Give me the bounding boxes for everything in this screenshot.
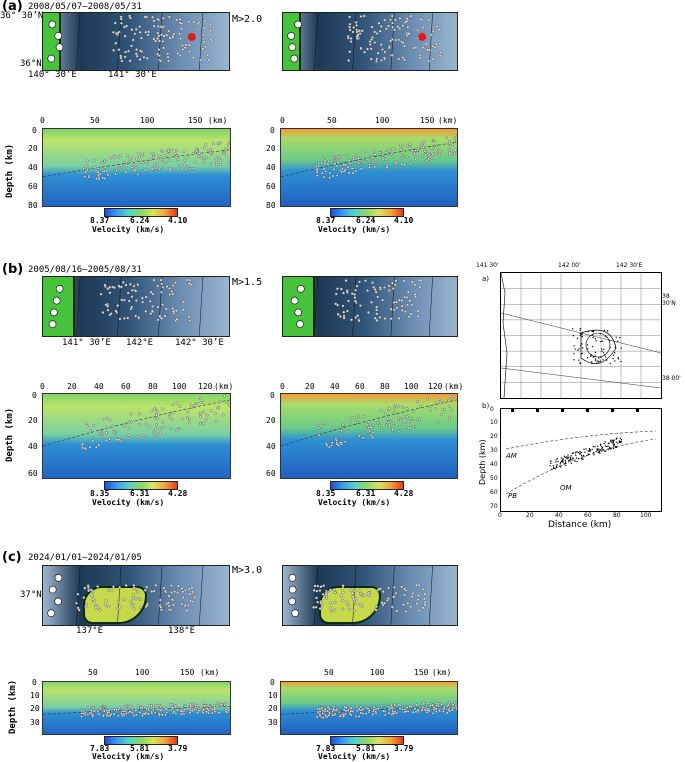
panel-b-depth-axis-right: 0 20 40 60 xyxy=(266,391,276,478)
ref-lat-1: 38 30'N xyxy=(662,293,676,307)
panel-c-lon-2: 138°E xyxy=(168,626,196,636)
panel-b-magnitude: M>1.5 xyxy=(232,277,263,288)
panel-a-magnitude: M>2.0 xyxy=(232,14,263,25)
panel-c-velocity-label-left: Velocity (km/s) xyxy=(92,752,165,761)
panel-b-colorbar-right xyxy=(330,481,404,490)
panel-a-section-right xyxy=(280,128,458,207)
panel-a-colorbar-right xyxy=(330,208,404,217)
panel-b-section-left xyxy=(42,393,231,479)
ref-label-a: a) xyxy=(482,275,490,283)
panel-c-depth-axis-right: 0 10 20 30 xyxy=(268,678,278,727)
panel-a-map-right xyxy=(282,12,458,71)
ref-ylabel: Depth (km) xyxy=(478,439,487,485)
panel-b-section-right xyxy=(280,393,458,479)
panel-b-date: 2005/08/16–2005/08/31 xyxy=(28,265,142,275)
ref-annot-am: AM xyxy=(506,452,517,460)
ref-map xyxy=(500,272,662,399)
panel-a-date: 2008/05/07–2008/05/31 xyxy=(28,2,142,12)
ref-annot-om: OM xyxy=(560,484,572,492)
ref-annot-pb: PB xyxy=(508,492,518,500)
panel-c-depth-label-left: Depth (km) xyxy=(8,679,18,734)
panel-b-label: (b) xyxy=(2,262,24,277)
panel-a-velocity-label-left: Velocity (km/s) xyxy=(92,225,165,234)
ref-xlabel: Distance (km) xyxy=(548,520,612,530)
panel-c-map-right xyxy=(282,565,458,626)
panel-b-lon-3: 142° 30’E xyxy=(175,338,224,348)
panel-a-depth-label-left: Depth (km) xyxy=(5,143,15,198)
panel-b-depth-label-left: Depth (km) xyxy=(5,407,15,462)
panel-c-date: 2024/01/01–2024/01/05 xyxy=(28,553,142,563)
ref-section xyxy=(500,408,662,512)
panel-c-lon-1: 137°E xyxy=(76,626,104,636)
panel-c-velocity-label-right: Velocity (km/s) xyxy=(318,752,391,761)
panel-c-map-left xyxy=(42,565,230,626)
panel-a-lat-top: 36° 30’N xyxy=(0,11,44,21)
panel-b-velocity-label-left: Velocity (km/s) xyxy=(92,498,165,507)
panel-b-velocity-label-right: Velocity (km/s) xyxy=(318,498,391,507)
panel-a-colorbar-left xyxy=(104,208,178,217)
panel-c-magnitude: M>3.0 xyxy=(232,565,263,576)
panel-b-map-right xyxy=(282,276,458,337)
panel-a-lon-2: 141° 30’E xyxy=(108,70,157,80)
panel-a-lon-1: 140° 30’E xyxy=(28,70,77,80)
ref-lat-2: 38 00' xyxy=(662,375,681,382)
panel-c-colorbar-left xyxy=(104,736,178,745)
panel-c-label: (c) xyxy=(2,550,22,565)
panel-a-lat-bottom: 36°N xyxy=(20,59,42,69)
panel-c-section-right xyxy=(280,681,458,735)
panel-c-lat: 37°N xyxy=(20,590,42,600)
panel-a-depth-axis-right: 0 20 40 60 80 xyxy=(266,126,276,210)
panel-c-depth-axis-left: 0 10 20 30 xyxy=(30,678,40,727)
panel-a-map-left xyxy=(42,12,230,71)
ref-depth-ticks: 0 10 20 30 40 50 60 70 xyxy=(490,406,498,510)
panel-b-depth-axis-left: 0 20 40 60 xyxy=(28,391,38,478)
panel-c-section-left xyxy=(42,681,231,735)
panel-a-section-left xyxy=(42,128,231,207)
ref-label-b: b) xyxy=(482,402,490,410)
panel-b-map-left xyxy=(42,276,230,337)
panel-a-velocity-label-right: Velocity (km/s) xyxy=(318,225,391,234)
panel-c-colorbar-right xyxy=(330,736,404,745)
panel-a-label: (a) xyxy=(2,0,23,14)
panel-b-lon-1: 141° 30’E xyxy=(62,338,111,348)
panel-b-lon-2: 142°E xyxy=(126,338,154,348)
panel-b-colorbar-left xyxy=(104,481,178,490)
panel-a-depth-axis-left: 0 20 40 60 80 xyxy=(28,126,38,210)
